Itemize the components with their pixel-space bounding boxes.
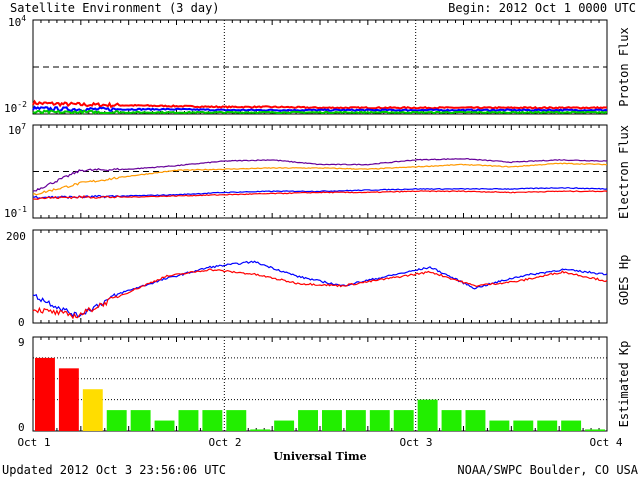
kp-bar <box>298 410 318 431</box>
estimated-kp-panel <box>32 336 608 432</box>
kp-bar <box>417 399 438 431</box>
proton-ytick-top: 104 <box>8 14 26 29</box>
goes-ytick-top: 200 <box>6 230 26 243</box>
kp-bar <box>58 368 79 431</box>
kp-bar <box>178 410 199 431</box>
kp-bar <box>154 420 175 431</box>
proton-series-line <box>32 99 608 110</box>
kp-bar <box>441 410 462 431</box>
kp-bar <box>465 410 486 431</box>
goes-hp-panel <box>32 229 608 324</box>
electron-series-line <box>32 157 608 192</box>
electron-frame <box>32 124 608 219</box>
kp-bar <box>106 410 127 431</box>
proton-flux-panel <box>32 19 608 115</box>
begin-timestamp: Begin: 2012 Oct 1 0000 UTC <box>448 1 636 15</box>
proton-series-line <box>32 109 608 115</box>
kp-bar <box>82 389 103 431</box>
kp-bar <box>537 420 558 431</box>
kp-ytick-top: 9 <box>18 336 25 349</box>
kp-bar <box>226 410 247 431</box>
kp-bar <box>250 429 271 431</box>
kp-bar <box>513 420 534 431</box>
xtick-oct-3: Oct 3 <box>399 436 432 449</box>
goes-hp-label: GOES Hp <box>617 255 631 306</box>
updated-timestamp: Updated 2012 Oct 3 23:56:06 UTC <box>2 463 226 477</box>
kp-bar <box>369 410 390 431</box>
kp-bar <box>393 410 414 431</box>
kp-bar <box>274 420 295 431</box>
proton-flux-label: Proton Flux <box>617 27 631 106</box>
estimated-kp-label: Estimated Kp <box>617 341 631 428</box>
proton-ytick-bottom: 10-2 <box>4 100 27 115</box>
electron-ytick-top: 107 <box>8 122 26 137</box>
xtick-oct-4: Oct 4 <box>589 436 622 449</box>
proton-series-line <box>32 105 608 113</box>
electron-series-line <box>32 162 608 196</box>
kp-bar <box>345 410 366 431</box>
goes-series-line <box>32 260 608 319</box>
kp-bar <box>130 410 151 431</box>
kp-bar <box>322 410 342 431</box>
xtick-oct-1: Oct 1 <box>17 436 50 449</box>
x-axis-label: Universal Time <box>273 450 366 463</box>
electron-series-line <box>33 187 608 199</box>
kp-bar <box>35 357 55 431</box>
kp-bar <box>489 420 510 431</box>
goes-ytick-bottom: 0 <box>18 316 25 329</box>
kp-bar <box>561 420 582 431</box>
xtick-oct-2: Oct 2 <box>208 436 241 449</box>
electron-flux-panel <box>32 124 608 219</box>
electron-ytick-bottom: 10-1 <box>4 205 27 220</box>
electron-flux-label: Electron Flux <box>617 125 631 219</box>
kp-ytick-bottom: 0 <box>18 421 25 434</box>
credit-line: NOAA/SWPC Boulder, CO USA <box>457 463 638 477</box>
kp-bar <box>585 429 605 431</box>
goes-series-line <box>32 268 608 320</box>
electron-series-line <box>32 190 608 200</box>
proton-frame <box>32 19 608 115</box>
chart-title: Satellite Environment (3 day) <box>10 1 220 15</box>
kp-bar <box>202 410 223 431</box>
